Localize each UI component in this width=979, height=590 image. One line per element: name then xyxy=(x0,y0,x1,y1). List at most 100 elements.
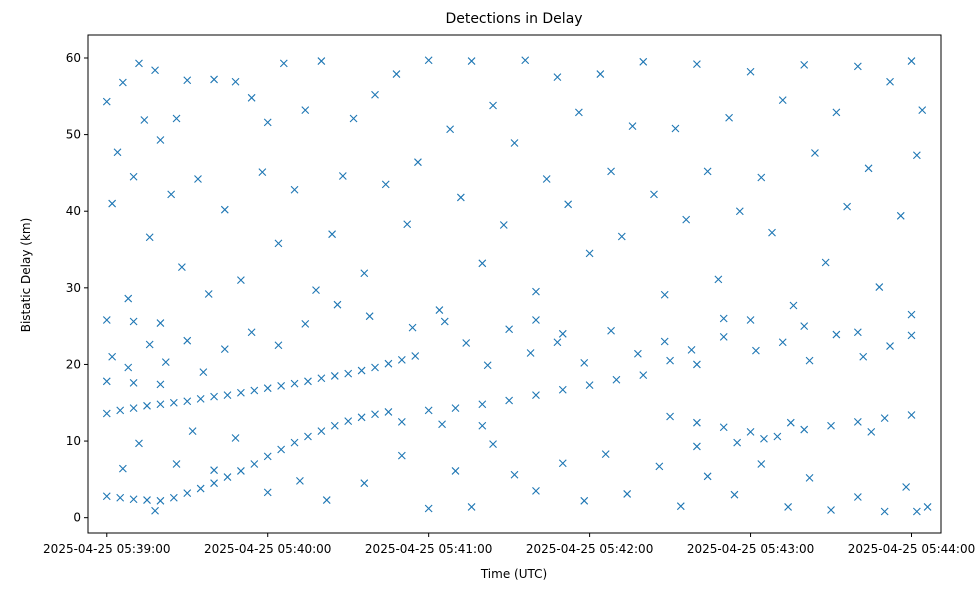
data-point xyxy=(263,118,272,127)
data-point xyxy=(596,70,605,78)
data-point xyxy=(357,366,366,375)
data-point xyxy=(290,438,299,447)
data-point xyxy=(140,116,149,124)
data-point xyxy=(220,345,229,354)
data-point xyxy=(435,306,444,314)
data-point xyxy=(317,427,326,435)
data-point xyxy=(912,507,921,516)
data-point xyxy=(411,352,420,360)
data-point xyxy=(129,172,138,181)
data-point xyxy=(194,175,202,183)
data-point xyxy=(542,175,551,183)
data-point xyxy=(108,352,117,361)
data-point xyxy=(277,445,286,454)
scatter-marks xyxy=(102,56,932,516)
data-point xyxy=(853,62,862,71)
data-point xyxy=(360,269,369,278)
data-point xyxy=(489,440,497,449)
data-point xyxy=(693,360,701,369)
data-point xyxy=(478,400,487,409)
data-point xyxy=(196,484,205,493)
data-point xyxy=(274,341,283,350)
data-point xyxy=(510,470,519,479)
data-point xyxy=(585,249,594,258)
data-point xyxy=(408,323,417,332)
data-point xyxy=(330,372,339,380)
data-point xyxy=(902,483,911,491)
data-point xyxy=(199,368,208,376)
data-point xyxy=(532,391,540,399)
data-point xyxy=(778,96,787,105)
data-point xyxy=(687,346,696,354)
data-point xyxy=(438,420,446,429)
data-point xyxy=(853,493,862,501)
data-point xyxy=(607,326,615,335)
data-point xyxy=(304,377,312,386)
data-point xyxy=(161,358,170,367)
data-point xyxy=(719,332,728,341)
data-point xyxy=(693,418,701,427)
data-point xyxy=(344,417,353,426)
data-point xyxy=(907,310,916,319)
data-point xyxy=(634,349,642,358)
data-point xyxy=(440,317,449,326)
data-point xyxy=(730,490,739,499)
data-point xyxy=(912,151,921,160)
data-point xyxy=(601,450,610,458)
data-point xyxy=(805,356,814,365)
data-point xyxy=(349,114,358,123)
data-point xyxy=(843,202,852,211)
data-point xyxy=(223,473,232,481)
data-point xyxy=(719,314,728,323)
data-point xyxy=(357,413,366,422)
data-point xyxy=(231,77,240,86)
data-point xyxy=(102,492,111,501)
data-point xyxy=(124,294,133,303)
data-point xyxy=(768,228,776,237)
data-point xyxy=(143,401,151,410)
data-point xyxy=(328,230,336,239)
data-point xyxy=(666,356,674,365)
data-point xyxy=(827,506,835,514)
data-point xyxy=(223,391,232,399)
y-axis-label: Bistatic Delay (km) xyxy=(19,218,33,333)
data-point xyxy=(811,149,819,157)
data-point xyxy=(617,232,626,241)
data-point xyxy=(896,211,905,220)
data-point xyxy=(116,493,125,502)
data-point xyxy=(585,381,594,390)
data-point xyxy=(800,60,809,69)
y-tick-label: 40 xyxy=(66,204,81,218)
data-point xyxy=(805,473,814,482)
data-point xyxy=(102,316,111,324)
y-tick-label: 0 xyxy=(73,511,81,525)
chart-title: Detections in Delay xyxy=(445,11,582,27)
data-point xyxy=(832,330,841,339)
data-point xyxy=(746,316,755,324)
data-point xyxy=(116,406,125,415)
data-point xyxy=(580,359,589,367)
data-point xyxy=(237,467,245,475)
data-point xyxy=(510,139,519,147)
data-point xyxy=(365,312,374,321)
data-point xyxy=(773,432,782,441)
data-point xyxy=(317,374,326,383)
data-point xyxy=(371,90,379,99)
data-point xyxy=(757,173,766,182)
data-point xyxy=(210,466,218,475)
data-point xyxy=(290,185,299,194)
data-point xyxy=(725,113,733,122)
data-point xyxy=(800,425,809,434)
data-point xyxy=(752,346,760,355)
data-point xyxy=(247,328,256,337)
data-point xyxy=(526,349,535,357)
data-point xyxy=(719,423,728,432)
x-tick-label: 2025-04-25 05:44:00 xyxy=(848,542,975,556)
data-point xyxy=(655,462,664,471)
data-point xyxy=(196,395,205,403)
data-point xyxy=(660,290,669,299)
data-point xyxy=(746,67,755,76)
data-point xyxy=(237,276,245,285)
data-point xyxy=(290,379,299,388)
data-point xyxy=(322,496,331,504)
